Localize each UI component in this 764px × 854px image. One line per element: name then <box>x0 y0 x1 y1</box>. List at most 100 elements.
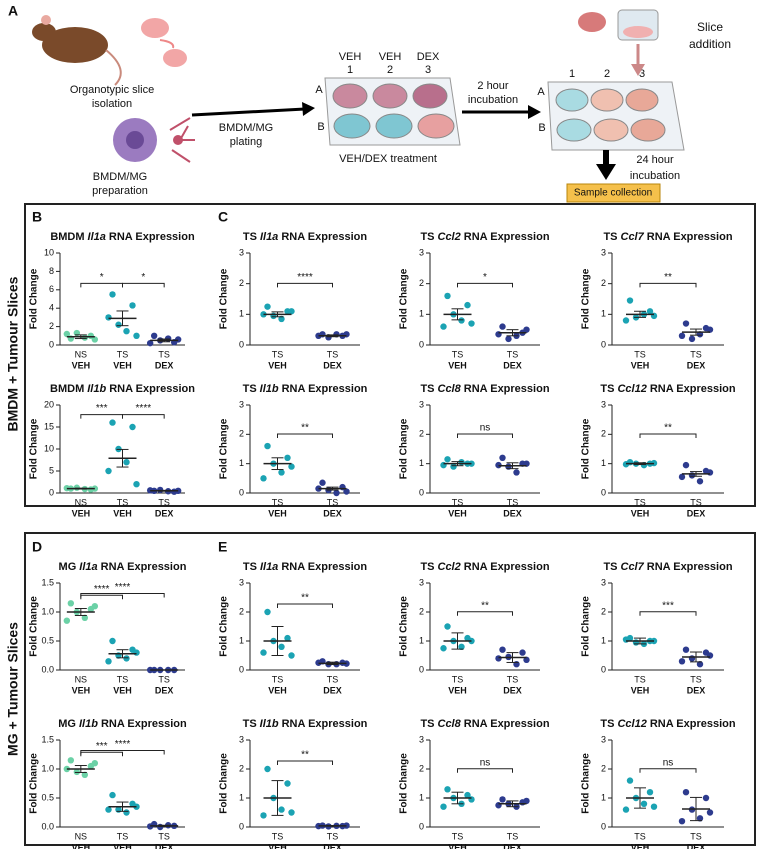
title-text: RNA Expression <box>464 718 550 730</box>
title-gene: Il1b <box>260 383 279 395</box>
chart-title: TS Ccl2 RNA Expression <box>420 561 549 573</box>
x-tick-label: TS <box>690 497 702 507</box>
data-point <box>284 634 291 642</box>
error-bar <box>326 486 339 491</box>
y-tick-label: 0 <box>419 664 424 674</box>
significance-bracket <box>80 594 123 600</box>
column-label: 3 <box>425 64 431 76</box>
data-point <box>646 789 654 796</box>
data-point <box>444 623 451 630</box>
x-tick-label: DEX <box>503 842 522 849</box>
y-axis-label: Fold Change <box>219 418 230 479</box>
error-bar <box>634 787 646 809</box>
title-text: RNA Expression <box>464 231 550 243</box>
column-label: VEH <box>379 51 402 63</box>
y-axis-label: Fold Change <box>29 268 40 329</box>
significance-label: * <box>100 272 104 283</box>
data-point <box>464 791 471 799</box>
data-point <box>495 655 502 662</box>
x-tick-label: TS <box>452 831 464 841</box>
data-point <box>73 768 81 776</box>
error-bar <box>271 311 284 318</box>
y-tick-label: 1 <box>419 309 424 319</box>
x-tick-label: DEX <box>687 842 706 849</box>
well-plate <box>324 77 461 146</box>
title-text: RNA Expression <box>109 231 195 243</box>
error-bar <box>451 308 464 321</box>
data-point <box>688 472 696 479</box>
data-point <box>278 806 285 813</box>
data-point <box>706 652 714 659</box>
title-gene: Il1b <box>79 718 98 730</box>
significance-bracket <box>457 611 513 616</box>
step-text: Slice <box>697 20 723 34</box>
x-tick-label: TS <box>117 349 129 359</box>
column-label: 1 <box>569 68 575 80</box>
data-point <box>264 608 271 616</box>
data-point <box>67 600 75 607</box>
data-point <box>146 339 154 347</box>
y-axis-label: Fold Change <box>399 268 410 329</box>
data-point <box>505 335 512 343</box>
y-tick-label: 0.0 <box>41 664 54 674</box>
significance-label: ** <box>301 423 309 434</box>
x-tick-label: VEH <box>113 842 132 849</box>
chart-title: BMDM Il1b RNA Expression <box>50 383 195 395</box>
significance-bracket <box>80 592 165 598</box>
x-tick-label: TS <box>507 674 519 684</box>
x-tick-label: DEX <box>155 685 174 695</box>
y-axis-label: Fold Change <box>581 753 592 814</box>
x-tick-label: DEX <box>155 842 174 849</box>
data-point <box>264 765 271 773</box>
row-label: B <box>317 121 324 133</box>
step-text: Organotypic slice <box>70 84 154 96</box>
data-point <box>260 649 267 656</box>
y-tick-label: 3 <box>239 734 244 744</box>
x-tick-label: TS <box>507 497 519 507</box>
title-text: RNA Expression <box>282 383 368 395</box>
title-text: RNA Expression <box>101 561 187 573</box>
data-point <box>499 323 506 330</box>
x-tick-label: VEH <box>268 842 287 849</box>
y-tick-label: 1 <box>239 309 244 319</box>
data-point <box>706 469 714 476</box>
y-tick-label: 2 <box>601 606 606 616</box>
x-tick-label: TS <box>507 349 519 359</box>
data-point <box>688 655 696 662</box>
title-gene: Ccl2 <box>438 561 461 573</box>
significance-label: *** <box>96 741 108 752</box>
chart-title: TS Ccl8 RNA Expression <box>420 383 549 395</box>
chart-title: TS Ccl2 RNA Expression <box>420 231 549 243</box>
data-point <box>626 777 634 784</box>
title-text: TS <box>603 231 617 243</box>
y-tick-label: 3 <box>601 399 606 409</box>
y-tick-label: 1 <box>419 635 424 645</box>
title-gene: Ccl8 <box>438 383 462 395</box>
x-tick-label: TS <box>452 497 464 507</box>
data-point <box>495 802 502 809</box>
y-tick-label: 0 <box>239 821 244 831</box>
chart-title: MG Il1a RNA Expression <box>59 561 187 573</box>
data-point <box>81 771 89 778</box>
data-point <box>682 320 690 327</box>
error-bar <box>158 338 171 343</box>
title-text: RNA Expression <box>464 561 550 573</box>
sample-box <box>566 183 661 203</box>
data-point <box>682 789 690 796</box>
arrow <box>462 105 541 119</box>
title-text: MG <box>59 561 77 573</box>
data-point <box>678 818 686 825</box>
x-tick-label: DEX <box>323 685 342 695</box>
well-plate <box>547 81 685 151</box>
y-tick-label: 1 <box>601 309 606 319</box>
x-tick-label: VEH <box>631 508 650 518</box>
data-point <box>109 637 116 645</box>
y-tick-label: 0 <box>239 487 244 497</box>
data-point <box>123 809 130 816</box>
data-point <box>513 469 520 476</box>
section-label: BMDM + Tumour Slices <box>5 276 21 431</box>
x-tick-label: TS <box>634 497 646 507</box>
data-point <box>264 303 271 310</box>
